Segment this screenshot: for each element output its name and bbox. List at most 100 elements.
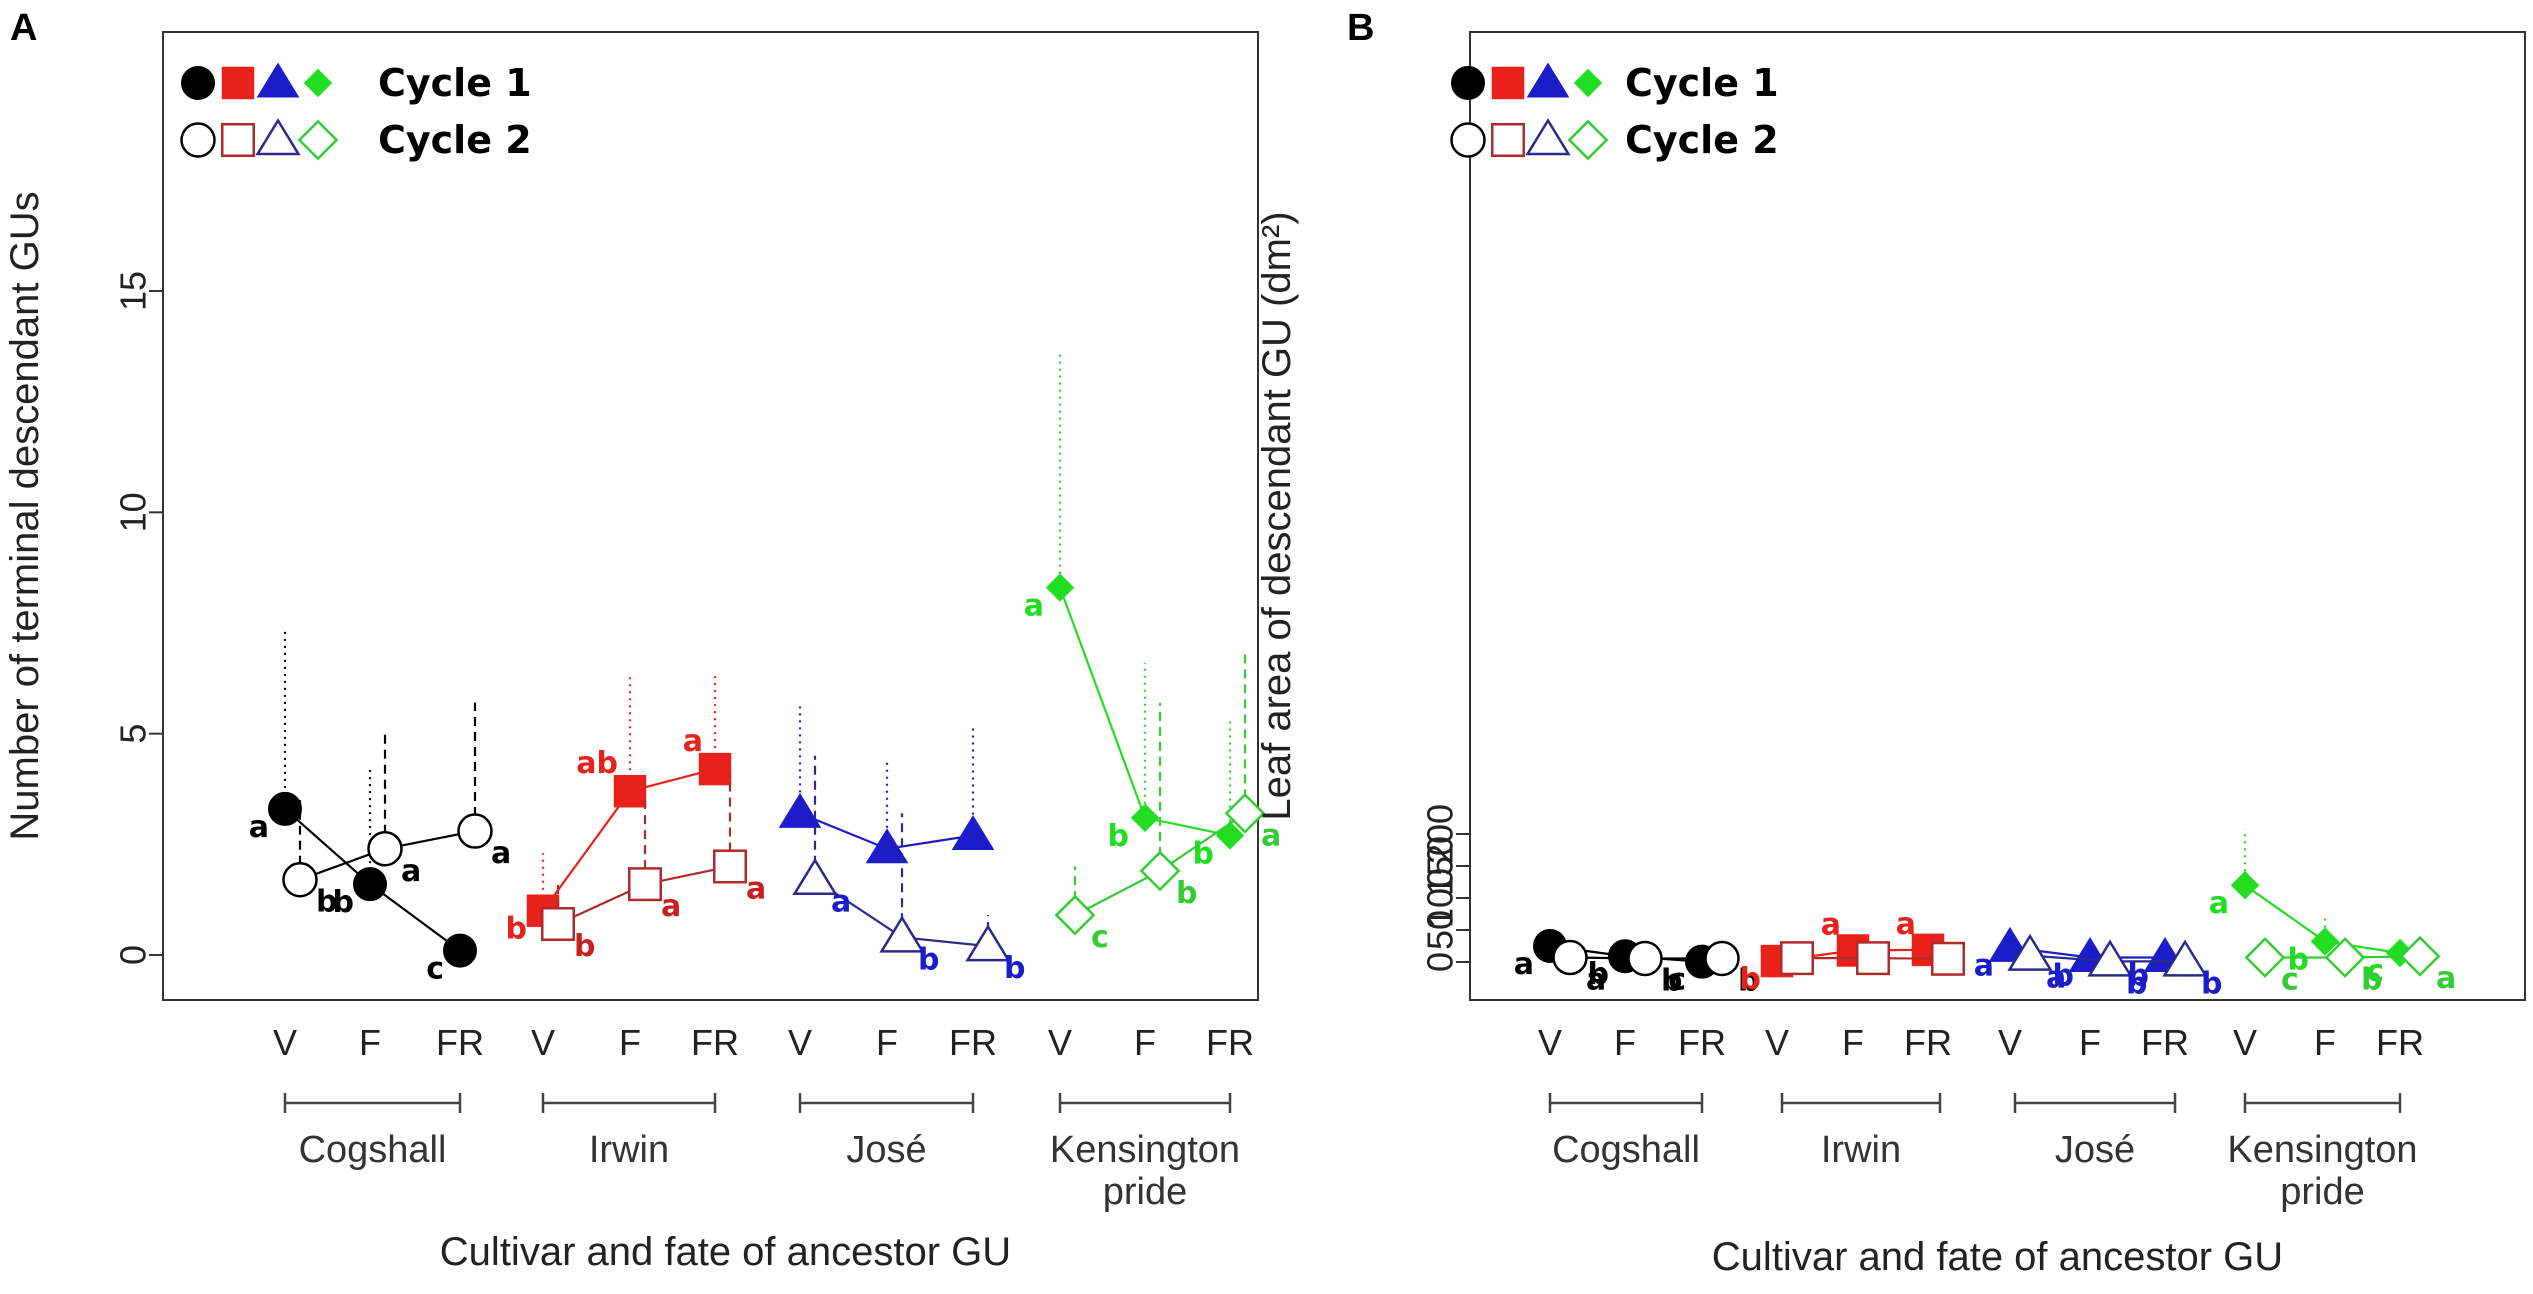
data-point [2230, 870, 2260, 900]
fate-label: F [2314, 1022, 2336, 1063]
fate-label: FR [1904, 1022, 1952, 1063]
series: b a a [282, 702, 511, 920]
data-point [865, 828, 909, 864]
cultivar-label-line: pride [1103, 1171, 1188, 1213]
significance-letter: b [1004, 951, 1025, 986]
fate-label: F [1134, 1022, 1156, 1063]
cultivar-label: Cogshall [1552, 1129, 1700, 1171]
significance-letter: a [683, 724, 703, 759]
significance-letter: c [2366, 954, 2384, 989]
cultivar-label: Kensington pride [2227, 1129, 2417, 1213]
significance-letter: ab [576, 746, 618, 781]
panel-letter: A [10, 7, 37, 49]
series: b a a [541, 773, 766, 964]
data-point [367, 831, 403, 867]
fate-label: F [359, 1022, 381, 1063]
significance-letter: b [1588, 957, 1609, 992]
cultivar-label-line: Kensington [1050, 1129, 1240, 1171]
legend: Cycle 1 Cycle 2 [1450, 61, 1779, 162]
y-tick-label: 200 [1420, 804, 1461, 864]
y-tick-label: 15 [113, 271, 154, 311]
data-point [1130, 803, 1160, 832]
y-axis-title: Leaf area of descendant GU (dm²) [1255, 211, 1299, 820]
cultivar-label-line: José [2055, 1129, 2135, 1171]
significance-letter: b [1661, 963, 1682, 998]
significance-letter: a [2436, 961, 2456, 996]
significance-letter: b [2361, 963, 2382, 998]
fate-label: V [788, 1022, 812, 1063]
data-point [1931, 941, 1965, 976]
data-point [1224, 792, 1266, 834]
legend-marker [1450, 122, 1486, 158]
data-point [628, 867, 662, 902]
cultivar-label: Kensington pride [1050, 1129, 1240, 1213]
legend-marker [1526, 62, 1570, 98]
data-point [2399, 935, 2441, 977]
y-axis-title: Number of terminal descendant GUs [3, 191, 47, 840]
significance-letter: a [1821, 907, 1841, 942]
data-point [1704, 940, 1740, 977]
panel-a: A 0 5 10 15 Number of terminal descendant GUs… [3, 7, 1281, 1274]
y-tick-label: 150 [1420, 836, 1461, 896]
panel-letter: B [1347, 7, 1374, 49]
fate-label: F [2079, 1022, 2101, 1063]
legend: Cycle 1 Cycle 2 [180, 61, 532, 162]
significance-letter: b [316, 885, 337, 920]
fate-label: V [1998, 1022, 2022, 1063]
significance-letter: b [2201, 966, 2222, 1001]
significance-letter: a [1896, 907, 1916, 942]
cultivar-label-line: Irwin [1821, 1129, 1901, 1171]
significance-letter: b [918, 942, 939, 977]
significance-letter: c [1668, 963, 1686, 998]
significance-letter: a [831, 885, 851, 920]
cultivar-label: Irwin [1821, 1129, 1901, 1171]
data-point [2162, 939, 2208, 977]
data-point [965, 924, 1011, 962]
data-point [2244, 937, 2286, 978]
data-point [2310, 927, 2340, 956]
legend-label: Cycle 1 [378, 61, 532, 105]
data-point [1139, 850, 1181, 892]
fate-label: V [1765, 1022, 1789, 1063]
y-tick-label: 0 [1420, 952, 1461, 972]
data-point [2324, 937, 2366, 978]
legend-marker [1491, 66, 1525, 100]
fate-label: FR [949, 1022, 997, 1063]
legend-marker [303, 68, 333, 98]
plot-frame [162, 31, 1259, 1001]
significance-letter: b [333, 885, 354, 920]
series: a b b [792, 755, 1025, 986]
significance-letter: b [1740, 962, 1761, 997]
significance-letter: b [2126, 966, 2147, 1001]
data-point [613, 774, 647, 808]
x-axis-title: Cultivar and fate of ancestor GU [1712, 1235, 2283, 1279]
significance-letter: a [661, 889, 681, 924]
fate-label: FR [1206, 1022, 1254, 1063]
significance-letter: c [1091, 920, 1109, 955]
significance-letter: b [1738, 963, 1759, 998]
data-point [1627, 940, 1663, 977]
data-point [792, 857, 838, 896]
legend-label: Cycle 2 [378, 118, 532, 162]
fate-label: V [273, 1022, 297, 1063]
legend-marker [1451, 66, 1485, 100]
data-point [457, 813, 493, 849]
legend-label: Cycle 1 [1625, 61, 1779, 105]
significance-letter: b [2128, 959, 2149, 994]
cultivar-label-line: José [846, 1129, 926, 1171]
significance-letter: a [2209, 886, 2229, 921]
significance-letter: a [1586, 963, 1606, 998]
series: cba [1054, 649, 1281, 955]
x-axis-title: Cultivar and fate of ancestor GU [440, 1230, 1011, 1274]
data-point [541, 907, 575, 942]
data-point [951, 815, 995, 851]
fate-label: F [1842, 1022, 1864, 1063]
significance-letter: a [1261, 818, 1281, 853]
data-point [1045, 573, 1075, 602]
legend-marker [221, 66, 255, 100]
legend-marker [297, 119, 339, 161]
fate-label: FR [2376, 1022, 2424, 1063]
